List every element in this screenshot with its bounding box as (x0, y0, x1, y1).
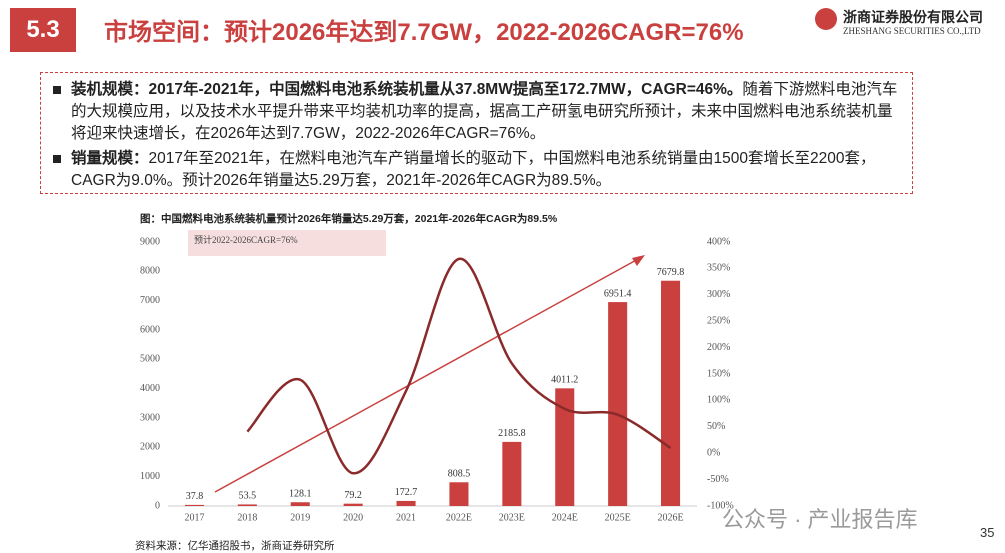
y2-tick-label: 200% (707, 342, 730, 353)
x-tick-label: 2023E (499, 512, 525, 523)
bullet: 装机规模：2017年-2021年，中国燃料电池系统装机量从37.8MW提高至17… (53, 79, 902, 145)
annotation-box (188, 230, 386, 256)
data-label: 4011.2 (551, 375, 578, 386)
x-tick-label: 2020 (343, 512, 363, 523)
data-label: 7679.8 (657, 267, 685, 278)
data-label: 53.5 (239, 491, 257, 502)
y2-tick-label: 250% (707, 315, 730, 326)
chart-title: 图：中国燃料电池系统装机量预计2026年销量达5.29万套，2021年-2026… (140, 213, 558, 225)
data-label: 128.1 (289, 489, 312, 500)
summary-box: 装机规模：2017年-2021年，中国燃料电池系统装机量从37.8MW提高至17… (40, 72, 913, 194)
bar (290, 502, 310, 506)
bar (237, 504, 257, 506)
x-tick-label: 2026E (657, 512, 683, 523)
y2-tick-label: -50% (707, 474, 729, 485)
y-tick-label: 3000 (140, 412, 160, 423)
y2-tick-label: 150% (707, 368, 730, 379)
section-badge: 5.3 (10, 8, 76, 52)
y-tick-label: 9000 (140, 236, 160, 247)
bar (555, 388, 575, 506)
y2-tick-label: 350% (707, 263, 730, 274)
x-tick-label: 2022E (446, 512, 472, 523)
bar (343, 503, 363, 506)
y2-tick-label: 100% (707, 395, 730, 406)
y-tick-label: 8000 (140, 266, 160, 277)
slide-title: 市场空间：预计2026年达到7.7GW，2022-2026CAGR=76% (104, 19, 744, 46)
bar (396, 500, 416, 506)
page-number: 35 (980, 525, 995, 540)
arrow-head (632, 255, 645, 266)
data-label: 79.2 (344, 490, 362, 501)
data-label: 2185.8 (498, 428, 526, 439)
annotation: 预计2022-2026CAGR=76% (194, 234, 298, 245)
company-en: ZHESHANG SECURITIES CO.,LTD (843, 26, 981, 36)
y2-tick-label: 50% (707, 421, 725, 432)
logo (815, 8, 837, 30)
y2-tick-label: 0% (707, 447, 720, 458)
bullet-label: 销量规模： (71, 150, 149, 167)
company: 浙商证券股份有限公司 (843, 9, 983, 25)
bar (502, 441, 522, 506)
source: 资料来源：亿华通招股书，浙商证券研究所 (135, 540, 335, 552)
y2-tick-label: -100% (707, 500, 734, 511)
growth-line (246, 257, 672, 475)
y-tick-label: 2000 (140, 442, 160, 453)
x-tick-label: 2025E (605, 512, 631, 523)
y-tick-label: 1000 (140, 471, 160, 482)
y-tick-label: 5000 (140, 354, 160, 365)
bar (608, 302, 628, 506)
bullet: 销量规模：2017年至2021年，在燃料电池汽车产销量增长的驱动下，中国燃料电池… (53, 148, 902, 192)
data-label: 6951.4 (604, 288, 632, 299)
bullet-text: 随着下游燃料电池汽车的大规模应用，以及技术水平提升带来平均装机功率的提高，据高工… (71, 81, 898, 142)
data-label: 808.5 (448, 469, 471, 480)
x-tick-label: 2018 (237, 512, 257, 523)
bar (449, 482, 469, 506)
x-tick-label: 2024E (552, 512, 578, 523)
y2-tick-label: 300% (707, 289, 730, 300)
bullet-text: 2017年至2021年，在燃料电池汽车产销量增长的驱动下，中国燃料电池系统销量由… (71, 150, 876, 189)
y-tick-label: 6000 (140, 324, 160, 335)
y2-tick-label: 400% (707, 236, 730, 247)
x-tick-label: 2019 (290, 512, 310, 523)
x-tick-label: 2021 (396, 512, 416, 523)
bar (661, 280, 681, 506)
data-label: 172.7 (395, 487, 418, 498)
bar (184, 504, 204, 506)
data-label: 37.8 (186, 491, 204, 502)
watermark: 公众号 · 产业报告库 (722, 507, 918, 532)
bullet-label: 装机规模： (71, 81, 149, 98)
y-tick-label: 7000 (140, 295, 160, 306)
y-tick-label: 0 (155, 500, 160, 511)
bullet-bold: 2017年-2021年，中国燃料电池系统装机量从37.8MW提高至172.7MW… (148, 81, 743, 98)
y-tick-label: 4000 (140, 383, 160, 394)
trend-arrow (214, 257, 641, 493)
x-tick-label: 2017 (184, 512, 204, 523)
